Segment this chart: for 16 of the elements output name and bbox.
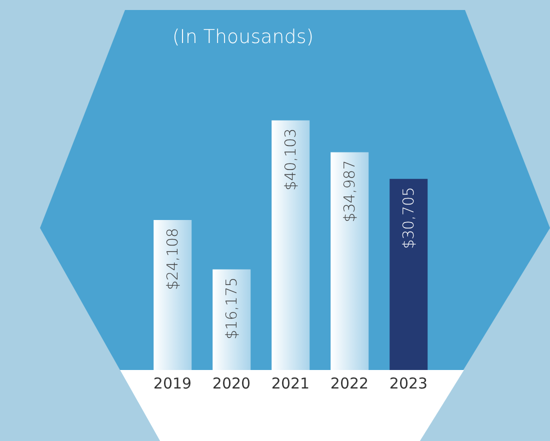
data-label: $16,175 — [222, 277, 241, 340]
data-label: $30,705 — [400, 186, 418, 249]
bar — [272, 120, 310, 370]
x-tick-label: 2023 — [389, 374, 428, 393]
bar — [330, 152, 369, 370]
bar — [390, 178, 428, 370]
x-tick-label: 2020 — [212, 374, 251, 393]
bar — [212, 269, 251, 370]
x-tick-label: 2022 — [330, 374, 369, 393]
data-label: $24,108 — [164, 228, 182, 290]
chart-title: (In Thousands) — [171, 26, 315, 48]
x-tick-label: 2019 — [153, 374, 192, 393]
x-tick-label: 2021 — [271, 374, 310, 393]
data-label: $40,103 — [282, 128, 300, 190]
data-label: $34,987 — [340, 160, 359, 222]
bar — [154, 220, 192, 370]
